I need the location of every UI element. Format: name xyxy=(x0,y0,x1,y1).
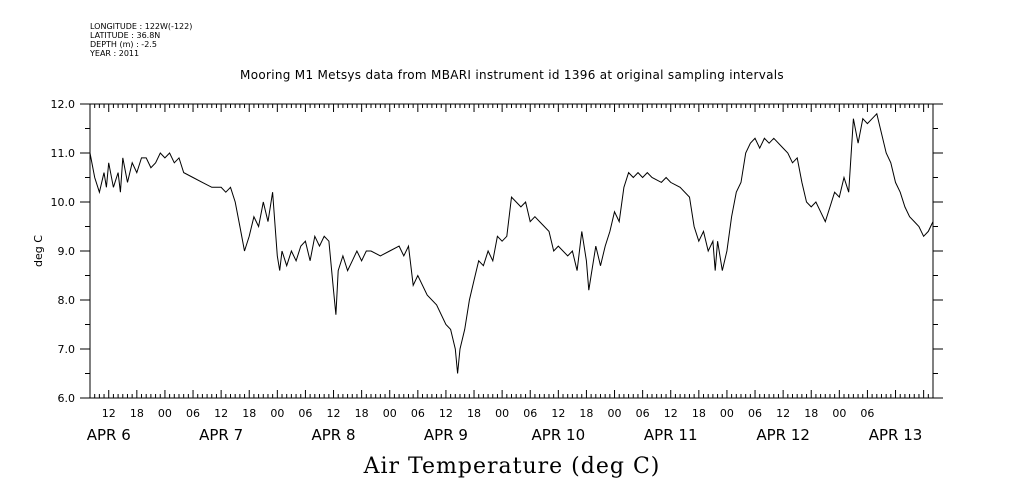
latitude-label: LATITUDE : 36.8N xyxy=(90,31,161,40)
chart-title: Mooring M1 Metsys data from MBARI instru… xyxy=(240,68,784,82)
x-day-label: APR 10 xyxy=(532,426,586,444)
x-tick-label: 00 xyxy=(158,407,172,420)
x-tick-label: 12 xyxy=(439,407,453,420)
chart-bottom-title: Air Temperature (deg C) xyxy=(363,454,661,479)
x-tick-label: 00 xyxy=(495,407,509,420)
x-tick-label: 06 xyxy=(186,407,200,420)
x-tick-label: 18 xyxy=(467,407,481,420)
x-tick-label: 12 xyxy=(102,407,116,420)
chart-axes: 6.0 7.0 8.0 9.0 10.0 11.0 12.0 deg C 12 18 00 06 12 1… xyxy=(32,98,943,444)
x-tick-label: 18 xyxy=(804,407,818,420)
x-tick-label: 12 xyxy=(776,407,790,420)
x-tick-label: 06 xyxy=(523,407,537,420)
x-tick-label: 12 xyxy=(551,407,565,420)
x-tick-label: 12 xyxy=(327,407,341,420)
x-day-label: APR 12 xyxy=(756,426,810,444)
x-tick-label: 06 xyxy=(411,407,425,420)
x-tick-label: 12 xyxy=(214,407,228,420)
y-tick-label: 10.0 xyxy=(51,196,76,209)
y-tick-label: 8.0 xyxy=(58,294,76,307)
series-line xyxy=(89,112,934,374)
x-tick-label: 18 xyxy=(579,407,593,420)
x-tick-label: 18 xyxy=(242,407,256,420)
plot-frame xyxy=(89,103,934,399)
metadata-block: LONGITUDE : 122W(-122) LATITUDE : 36.8N … xyxy=(90,22,192,58)
depth-label: DEPTH (m) : -2.5 xyxy=(90,40,157,49)
x-tick-label: 00 xyxy=(720,407,734,420)
y-tick-label: 7.0 xyxy=(58,343,76,356)
y-tick-label: 11.0 xyxy=(51,147,76,160)
x-tick-label: 12 xyxy=(664,407,678,420)
x-day-label: APR 6 xyxy=(87,426,131,444)
x-day-label: APR 9 xyxy=(424,426,468,444)
x-tick-label: 18 xyxy=(130,407,144,420)
x-tick-label: 06 xyxy=(298,407,312,420)
x-day-label: APR 13 xyxy=(869,426,923,444)
x-tick-label: 06 xyxy=(748,407,762,420)
x-tick-label: 18 xyxy=(692,407,706,420)
y-tick-label: 12.0 xyxy=(51,98,76,111)
y-tick-label: 9.0 xyxy=(58,245,76,258)
x-day-label: APR 8 xyxy=(312,426,356,444)
x-tick-label: 18 xyxy=(355,407,369,420)
x-tick-label: 00 xyxy=(270,407,284,420)
x-tick-label: 00 xyxy=(608,407,622,420)
x-day-label: APR 11 xyxy=(644,426,698,444)
x-day-label: APR 7 xyxy=(199,426,243,444)
chart-marks xyxy=(89,112,934,374)
longitude-label: LONGITUDE : 122W(-122) xyxy=(90,22,193,31)
x-tick-label: 06 xyxy=(636,407,650,420)
x-tick-label: 00 xyxy=(832,407,846,420)
x-tick-label: 00 xyxy=(383,407,397,420)
y-axis-label: deg C xyxy=(32,235,45,267)
x-tick-label: 06 xyxy=(860,407,874,420)
year-label: YEAR : 2011 xyxy=(90,49,140,58)
y-tick-label: 6.0 xyxy=(58,392,76,405)
